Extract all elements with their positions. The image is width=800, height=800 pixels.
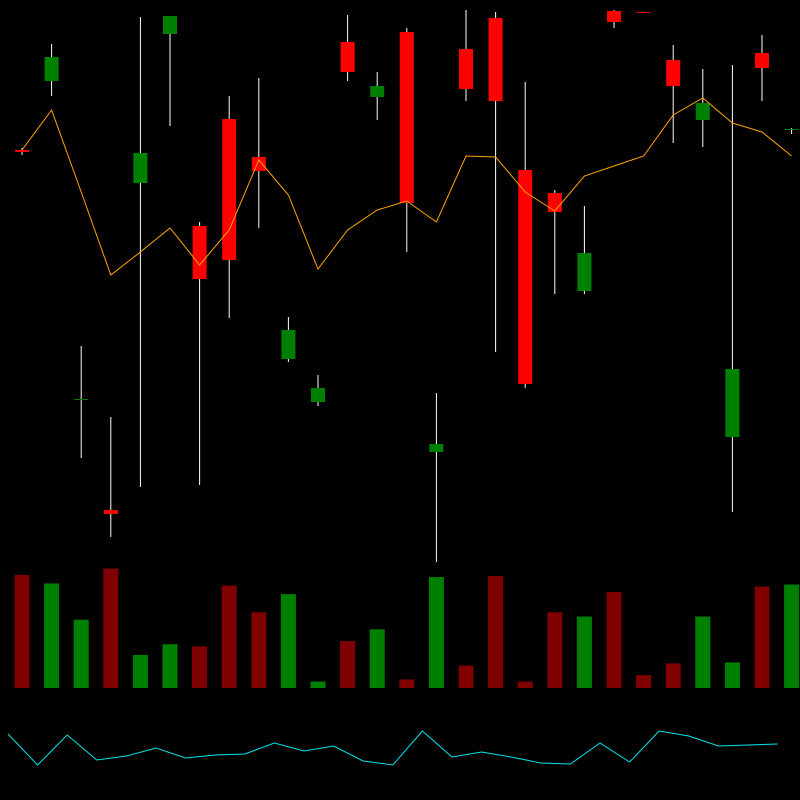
volume-bar: [310, 681, 326, 688]
candle-body: [666, 60, 681, 86]
volume-bar: [103, 568, 119, 688]
volume-bar: [221, 585, 237, 688]
candle-body: [636, 12, 651, 13]
candle-body: [103, 510, 118, 514]
volume-bar: [695, 616, 711, 688]
volume-bar: [784, 584, 800, 688]
volume-bar: [280, 594, 296, 688]
volume-bar: [458, 665, 474, 688]
candle-body: [281, 330, 296, 359]
volume-bar: [576, 616, 592, 688]
candle-body: [251, 157, 266, 171]
candle-body: [340, 42, 355, 72]
candle-body: [459, 49, 473, 89]
volume-bar: [665, 663, 681, 688]
candle-body: [547, 193, 562, 212]
volume-bar: [724, 662, 740, 688]
candle-body: [133, 153, 148, 183]
volume-bar: [14, 574, 30, 688]
candle-body: [725, 369, 740, 437]
candle-body: [15, 150, 29, 152]
candle-body: [192, 226, 207, 279]
candle-body: [607, 11, 621, 22]
volume-bar: [192, 646, 208, 688]
volume-bar: [606, 592, 622, 688]
candle-body: [44, 57, 59, 81]
volume-bar: [517, 681, 533, 688]
volume-bar: [340, 641, 356, 688]
candle-body: [755, 53, 769, 68]
volume-bar: [73, 619, 89, 688]
candle-body: [518, 170, 533, 384]
volume-bar: [754, 586, 770, 688]
volume-bar: [399, 679, 415, 688]
candle-body: [399, 32, 414, 203]
candle-body: [222, 119, 237, 260]
candle-body: [577, 253, 592, 291]
candle-body: [695, 103, 710, 120]
candle-body: [370, 86, 385, 97]
candle-body: [488, 18, 503, 101]
volume-bar: [369, 629, 385, 688]
candle-body: [163, 16, 177, 34]
volume-bar: [636, 675, 652, 688]
volume-bar: [428, 577, 444, 688]
volume-bar: [44, 583, 60, 688]
candle-body: [429, 444, 444, 452]
candle-body: [784, 129, 799, 130]
candle-body: [311, 388, 325, 402]
indicator-line: [7, 730, 778, 766]
volume-bar: [547, 612, 563, 688]
moving-average-line: [21, 97, 792, 276]
volume-bar: [162, 644, 178, 688]
volume-bar: [251, 612, 267, 688]
candle-body: [74, 399, 89, 400]
volume-bar: [488, 576, 504, 688]
volume-bar: [132, 654, 148, 688]
